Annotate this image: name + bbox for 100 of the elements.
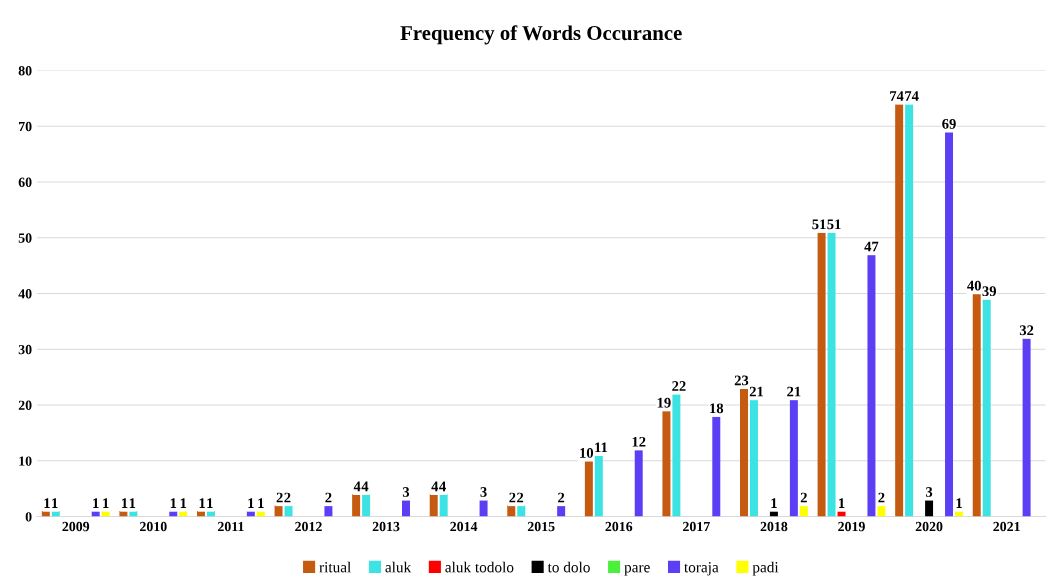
x-tick-label: 2020 [915, 521, 943, 532]
data-label: 22 [672, 381, 686, 391]
legend-label: aluk todolo [445, 561, 514, 573]
x-tick-label: 2012 [295, 521, 322, 532]
data-label: 23 [734, 375, 749, 386]
bar [284, 505, 293, 517]
data-label: 12 [632, 436, 646, 447]
data-label: 1 [93, 498, 99, 508]
data-label: 2 [325, 492, 332, 503]
x-tick-label: 2011 [217, 521, 244, 532]
bar [594, 455, 603, 517]
y-tick-label: 50 [18, 233, 32, 243]
bar [634, 449, 643, 517]
data-label: 1 [122, 498, 128, 508]
x-tick-label: 2021 [993, 521, 1020, 532]
y-tick-label: 30 [18, 344, 32, 355]
legend-label: aluk [385, 561, 412, 573]
bar [479, 499, 488, 517]
data-label: 1 [956, 498, 962, 508]
data-label: 1 [180, 498, 187, 508]
x-tick-label: 2019 [838, 521, 865, 532]
data-label: 2 [517, 492, 524, 503]
y-tick-label: 10 [19, 456, 32, 466]
data-label: 1 [129, 498, 136, 508]
bar [895, 103, 904, 517]
y-tick-label: 60 [18, 177, 32, 187]
y-tick-label: 0 [25, 512, 32, 522]
x-tick-label: 2015 [527, 521, 555, 532]
legend-label: padi [752, 561, 779, 576]
bar [274, 505, 283, 517]
bar [749, 399, 758, 517]
legend-label: to dolo [547, 561, 590, 573]
data-label: 1 [52, 498, 58, 508]
bar [712, 416, 721, 517]
data-label: 1 [839, 498, 845, 508]
x-tick-label: 2017 [683, 521, 710, 532]
data-label: 40 [967, 280, 981, 291]
bar [1022, 338, 1031, 517]
data-label: 3 [402, 487, 410, 497]
data-label: 2 [878, 492, 885, 503]
data-label: 2 [558, 492, 565, 503]
data-label: 2 [276, 492, 283, 503]
bar [324, 505, 333, 517]
bar [817, 232, 826, 517]
bar [507, 505, 516, 517]
bar [877, 505, 886, 517]
x-tick-label: 2009 [62, 521, 90, 532]
data-label: 2 [509, 492, 516, 503]
data-label: 32 [1019, 325, 1034, 336]
bar [827, 232, 836, 517]
data-label: 1 [258, 498, 264, 508]
y-tick-label: 20 [18, 400, 32, 410]
x-tick-label: 2010 [140, 521, 167, 532]
bar [557, 505, 566, 517]
y-tick-label: 40 [18, 289, 32, 299]
data-label: 4 [353, 481, 361, 492]
bar [402, 499, 410, 517]
data-label: 1 [44, 498, 50, 508]
x-tick-label: 2013 [372, 521, 400, 532]
data-label: 3 [925, 487, 933, 497]
data-label: 51 [827, 219, 841, 230]
bar [867, 254, 876, 517]
data-label: 4 [431, 481, 439, 492]
chart-title: Frequency of Words Occurance [400, 25, 682, 45]
legend-label: pare [624, 565, 650, 576]
x-tick-label: 2014 [450, 521, 478, 532]
legend-label: toraja [684, 562, 719, 576]
data-label: 1 [207, 498, 213, 508]
data-label: 1 [170, 498, 177, 508]
bar [672, 393, 681, 517]
data-label: 21 [787, 386, 801, 397]
y-tick-label: 70 [19, 121, 32, 132]
bar [799, 505, 808, 517]
bar [352, 494, 361, 517]
data-label: 1 [248, 498, 254, 508]
data-label: 11 [595, 442, 608, 453]
data-label: 4 [361, 481, 369, 492]
bar [789, 399, 798, 517]
data-label: 47 [864, 241, 879, 252]
data-label: 2 [284, 492, 291, 503]
data-label: 51 [812, 219, 826, 230]
data-label: 39 [982, 286, 996, 297]
data-label: 1 [103, 498, 109, 508]
data-label: 1 [771, 498, 777, 508]
data-label: 21 [749, 386, 764, 397]
x-tick-label: 2018 [760, 521, 788, 532]
data-label: 4 [439, 481, 446, 492]
bar [429, 494, 438, 517]
data-label: 18 [710, 403, 724, 414]
data-label: 19 [657, 397, 671, 408]
data-label: 10 [580, 447, 594, 458]
data-label: 74 [905, 91, 919, 101]
x-tick-label: 2016 [605, 521, 633, 532]
data-label: 3 [480, 487, 487, 497]
y-tick-label: 80 [18, 66, 32, 76]
bar [925, 499, 934, 517]
data-label: 1 [199, 498, 205, 508]
data-label: 2 [800, 492, 807, 503]
bar [740, 388, 748, 517]
legend-label: ritual [319, 561, 351, 573]
